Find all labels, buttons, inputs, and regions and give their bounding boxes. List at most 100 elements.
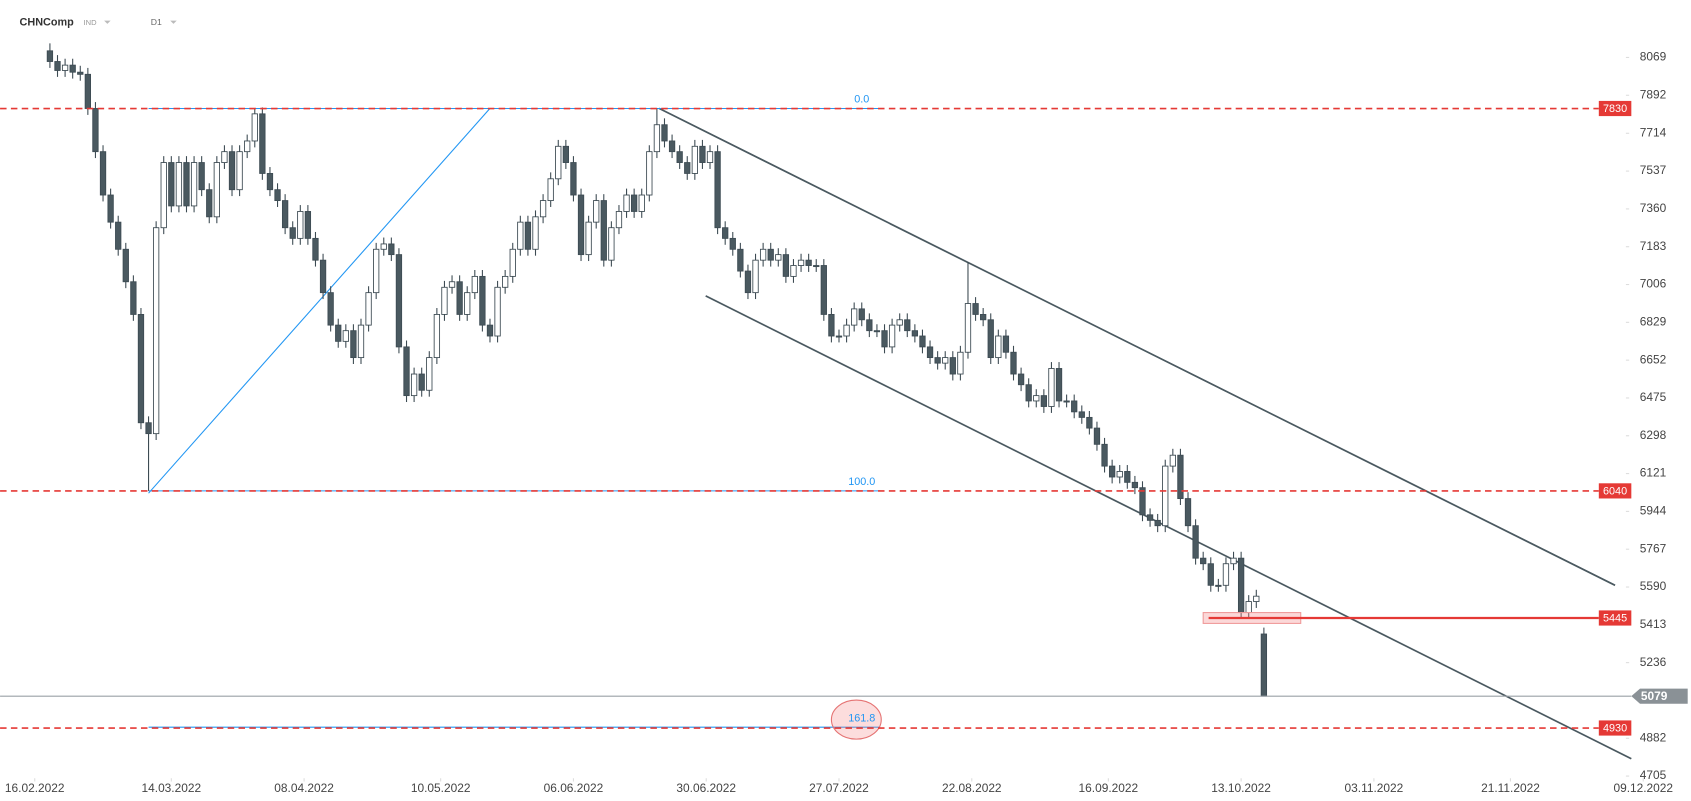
candle-body bbox=[797, 259, 805, 266]
candle-body bbox=[737, 248, 744, 272]
fib-trend-line bbox=[148, 108, 491, 494]
candle-body bbox=[464, 292, 471, 315]
candle-body bbox=[1207, 563, 1214, 586]
candle-body bbox=[221, 151, 228, 163]
candle-body bbox=[1116, 471, 1123, 478]
instrument-type[interactable]: IND bbox=[84, 18, 98, 27]
candle-body bbox=[1237, 557, 1245, 613]
candle-body bbox=[1215, 584, 1222, 587]
candle-body bbox=[152, 227, 160, 435]
candle-body bbox=[661, 124, 668, 142]
candle-body bbox=[168, 162, 175, 207]
candle-body bbox=[729, 237, 736, 250]
candle-body bbox=[357, 324, 365, 359]
candle-body bbox=[304, 211, 312, 239]
last-price-label: 5079 bbox=[1641, 689, 1668, 703]
support-box bbox=[1598, 610, 1632, 626]
candle-body bbox=[206, 189, 213, 218]
y-tick-label: 4705 bbox=[1640, 768, 1667, 782]
candle-body bbox=[1245, 601, 1252, 613]
candle-body bbox=[1002, 335, 1010, 353]
candle-body bbox=[684, 162, 691, 174]
candle-body bbox=[69, 64, 76, 73]
candle-body bbox=[1162, 465, 1169, 527]
candle-body bbox=[1017, 373, 1025, 386]
candle-body bbox=[486, 324, 494, 337]
candle-body bbox=[532, 216, 539, 250]
support-label: 5445 bbox=[1603, 612, 1627, 624]
candle-body bbox=[995, 335, 1002, 359]
candle-body bbox=[395, 254, 403, 348]
x-tick-label: 16.02.2022 bbox=[5, 781, 65, 795]
x-tick-label: 22.08.2022 bbox=[942, 781, 1002, 795]
candle-body bbox=[122, 248, 129, 283]
y-tick-label: 5944 bbox=[1640, 504, 1667, 518]
y-tick-label: 7714 bbox=[1640, 125, 1667, 139]
candle-body bbox=[228, 151, 236, 191]
candle-body bbox=[904, 319, 911, 332]
dropdown-arrow[interactable] bbox=[170, 20, 177, 24]
candle-body bbox=[805, 259, 812, 266]
candle-body bbox=[1169, 454, 1176, 467]
candle-body bbox=[949, 357, 956, 375]
x-tick-label: 21.11.2022 bbox=[1481, 781, 1540, 795]
candle-body bbox=[585, 221, 592, 256]
candle-body bbox=[866, 319, 873, 332]
candle-body bbox=[297, 211, 304, 239]
candle-body bbox=[547, 178, 554, 202]
candle-body bbox=[365, 292, 372, 326]
candle-body bbox=[1063, 400, 1070, 403]
y-tick-label: 8069 bbox=[1640, 50, 1667, 64]
candle-body bbox=[244, 140, 251, 153]
candle-body bbox=[1177, 454, 1184, 500]
candle-body bbox=[115, 221, 122, 250]
x-tick-label: 09.12.2022 bbox=[1613, 781, 1673, 795]
y-tick-label: 6475 bbox=[1640, 390, 1667, 404]
candle-body bbox=[479, 275, 486, 326]
candle-body bbox=[388, 243, 395, 256]
candle-body bbox=[1093, 427, 1101, 445]
candle-body bbox=[790, 265, 797, 277]
candle-body bbox=[99, 151, 107, 196]
candle-body bbox=[426, 357, 433, 391]
candle-body bbox=[46, 50, 54, 62]
candle-body bbox=[190, 162, 198, 207]
candle-body bbox=[752, 259, 759, 294]
candle-body bbox=[259, 113, 266, 174]
candle-body bbox=[130, 281, 137, 315]
candle-body bbox=[1010, 351, 1017, 375]
candle-body bbox=[494, 286, 501, 337]
candle-body bbox=[608, 227, 615, 261]
candle-body bbox=[312, 237, 319, 261]
candle-body bbox=[1124, 471, 1131, 483]
candle-body bbox=[403, 346, 410, 397]
candle-body bbox=[926, 346, 934, 359]
candle-body bbox=[77, 71, 84, 75]
dropdown-arrow[interactable] bbox=[104, 20, 111, 24]
candle-body bbox=[843, 324, 850, 337]
interval[interactable]: D1 bbox=[151, 17, 162, 27]
x-tick-label: 03.11.2022 bbox=[1345, 781, 1404, 795]
candle-body bbox=[1055, 368, 1063, 402]
candle-body bbox=[1131, 481, 1139, 489]
candle-body bbox=[502, 275, 509, 288]
y-tick-label: 5590 bbox=[1640, 579, 1667, 593]
level-box bbox=[1598, 100, 1632, 117]
candle-body bbox=[380, 243, 387, 250]
y-tick-label: 6652 bbox=[1640, 352, 1667, 366]
candle-body bbox=[562, 145, 569, 163]
candle-body bbox=[972, 303, 979, 315]
candle-body bbox=[107, 194, 114, 223]
x-tick-label: 27.07.2022 bbox=[809, 781, 869, 795]
candle-body bbox=[236, 151, 243, 191]
fib-label: 100.0 bbox=[848, 476, 875, 488]
candle-body bbox=[782, 254, 790, 277]
candle-body bbox=[1101, 443, 1108, 467]
candle-body bbox=[335, 324, 342, 342]
candle-body bbox=[555, 145, 562, 180]
candle-body bbox=[289, 227, 296, 239]
candle-body bbox=[319, 259, 327, 294]
fib-label: 0.0 bbox=[854, 94, 869, 106]
candle-body bbox=[183, 162, 190, 207]
candle-body bbox=[418, 373, 425, 391]
